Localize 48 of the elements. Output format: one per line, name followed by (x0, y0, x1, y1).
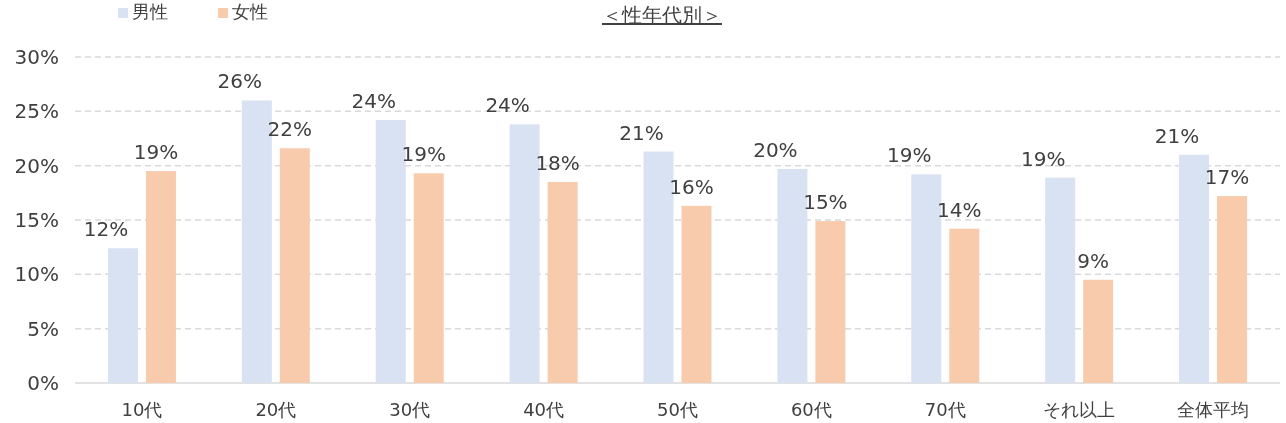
bar (107, 248, 138, 383)
bar (1083, 279, 1114, 383)
data-label: 22% (267, 117, 313, 142)
data-label: 16% (669, 174, 714, 199)
x-tick-label: 30代 (389, 399, 431, 420)
x-tick-label: 20代 (255, 399, 297, 420)
y-tick-label: 0% (27, 371, 59, 395)
data-label: 20% (753, 137, 798, 162)
y-tick-label: 30% (14, 45, 59, 69)
bar (547, 181, 578, 383)
y-tick-label: 20% (14, 153, 59, 178)
data-label: 24% (351, 89, 396, 114)
data-label: 12% (83, 217, 129, 242)
bar (1045, 177, 1076, 383)
data-label: 24% (485, 93, 530, 118)
bar (279, 148, 310, 383)
data-label: 19% (133, 140, 179, 165)
legend-label: 女性 (232, 1, 268, 22)
data-label: 17% (1204, 165, 1250, 190)
x-tick-label: 全体平均 (1177, 399, 1250, 420)
data-label: 14% (937, 197, 982, 222)
bar (681, 205, 712, 383)
x-tick-label: 10代 (121, 399, 163, 420)
y-tick-label: 5% (27, 316, 59, 341)
data-label: 19% (401, 142, 446, 167)
x-tick-label: 60代 (790, 399, 832, 420)
data-label: 18% (535, 150, 580, 175)
data-label: 26% (217, 69, 263, 94)
data-label: 21% (619, 120, 664, 145)
bar (949, 228, 980, 383)
data-label: 15% (803, 190, 848, 215)
y-tick-label: 10% (14, 262, 59, 287)
chart-title: ＜性年代別＞ (602, 3, 722, 27)
data-label: 9% (1077, 248, 1110, 273)
data-label: 19% (887, 143, 932, 168)
y-tick-label: 25% (14, 99, 59, 124)
legend-label: 男性 (132, 1, 168, 22)
bar (145, 171, 176, 383)
bar (413, 173, 444, 383)
bar (1217, 196, 1248, 383)
x-tick-label: それ以上 (1043, 399, 1116, 420)
y-tick-label: 15% (14, 208, 59, 232)
x-tick-label: 40代 (523, 399, 565, 420)
x-tick-label: 50代 (657, 399, 698, 420)
x-tick-label: 70代 (924, 399, 966, 420)
data-label: 21% (1154, 123, 1200, 148)
data-label: 19% (1020, 146, 1066, 171)
bar (815, 221, 846, 383)
